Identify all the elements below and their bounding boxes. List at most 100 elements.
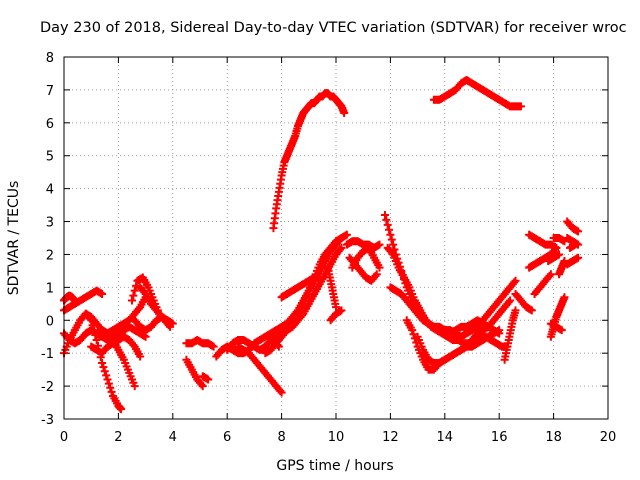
data-point [371, 271, 380, 280]
data-point [128, 296, 136, 305]
data-point [375, 263, 384, 272]
data-point [495, 326, 504, 335]
y-tick-label: 8 [46, 51, 54, 66]
data-point [387, 248, 396, 257]
data-point [106, 383, 115, 392]
chart-title: Day 230 of 2018, Sidereal Day-to-day VTE… [40, 20, 627, 36]
grid-lines [64, 57, 608, 419]
data-point [168, 319, 177, 328]
data-point [92, 336, 101, 345]
data-point [117, 405, 126, 414]
data-point [85, 314, 94, 323]
data-point [103, 375, 112, 384]
data-point [574, 227, 583, 236]
data-point [383, 220, 392, 229]
x-tick-label: 20 [600, 430, 617, 445]
data-point [129, 340, 138, 349]
data-point [409, 330, 418, 339]
data-point [386, 230, 395, 239]
data-point [298, 311, 306, 320]
y-tick-label: -2 [41, 380, 54, 395]
y-tick-label: 0 [46, 314, 54, 329]
x-tick-label: 12 [382, 430, 399, 445]
data-point [134, 304, 143, 313]
data-point [550, 245, 559, 254]
y-tick-label: 6 [46, 117, 54, 132]
data-point [375, 240, 384, 249]
x-tick-label: 0 [60, 430, 68, 445]
data-point [198, 382, 207, 391]
x-tick-label: 8 [277, 430, 285, 445]
data-point [336, 245, 345, 254]
data-point [408, 326, 417, 335]
y-tick-label: 1 [46, 281, 54, 296]
data-point [204, 375, 213, 384]
data-point [506, 296, 515, 305]
data-point [102, 371, 111, 380]
data-point [552, 243, 561, 252]
data-point [140, 288, 149, 297]
plot-frame [63, 56, 609, 420]
y-tick-label: 2 [46, 248, 54, 263]
data-point [382, 215, 391, 224]
data-point [555, 250, 564, 259]
data-point [130, 286, 139, 295]
x-tick-label: 4 [169, 430, 177, 445]
data-point [99, 363, 108, 372]
data-point [136, 352, 145, 361]
data-point [342, 230, 351, 239]
data-point [273, 340, 282, 349]
data-point [527, 306, 536, 315]
data-point [277, 388, 286, 397]
y-tick-label: 7 [46, 84, 54, 99]
x-tick-label: 2 [114, 430, 122, 445]
data-point [571, 240, 580, 249]
data-point [197, 380, 206, 389]
data-point [87, 316, 96, 325]
data-point [276, 387, 285, 396]
data-point [91, 331, 100, 340]
x-tick-label: 14 [437, 430, 454, 445]
data-point [380, 210, 389, 219]
data-point [98, 359, 107, 368]
data-point [107, 334, 116, 343]
x-tick-label: 10 [328, 430, 345, 445]
data-point [545, 271, 554, 280]
data-point [511, 306, 520, 315]
data-point [336, 235, 345, 244]
data-point [387, 235, 396, 244]
data-point [292, 308, 301, 317]
x-tick-label: 16 [491, 430, 508, 445]
data-point [546, 270, 555, 279]
data-point [511, 276, 520, 285]
data-point [315, 273, 324, 282]
data-point [132, 281, 141, 290]
data-point [389, 240, 398, 249]
data-point [129, 291, 138, 300]
data-point [337, 306, 346, 315]
data-point [510, 278, 519, 287]
y-axis-label: SDTVAR / TECUs [6, 181, 22, 296]
data-point [340, 108, 349, 117]
y-tick-label: 3 [46, 216, 54, 231]
y-tick-label: 4 [46, 183, 54, 198]
y-tick-label: 5 [46, 150, 54, 165]
data-point [504, 298, 513, 307]
data-point [107, 387, 116, 396]
data-point [209, 342, 218, 351]
data-point [89, 326, 98, 335]
y-tick-label: -3 [41, 413, 54, 428]
data-point [130, 382, 139, 391]
data-point [104, 379, 113, 388]
data-point [385, 225, 394, 234]
y-tick-label: -1 [41, 347, 54, 362]
data-point [337, 234, 346, 242]
data-point [516, 102, 525, 111]
data-point [274, 342, 283, 351]
data-point [98, 289, 107, 298]
data-points [60, 76, 583, 414]
data-point [163, 316, 172, 325]
x-tick-label: 18 [545, 430, 562, 445]
